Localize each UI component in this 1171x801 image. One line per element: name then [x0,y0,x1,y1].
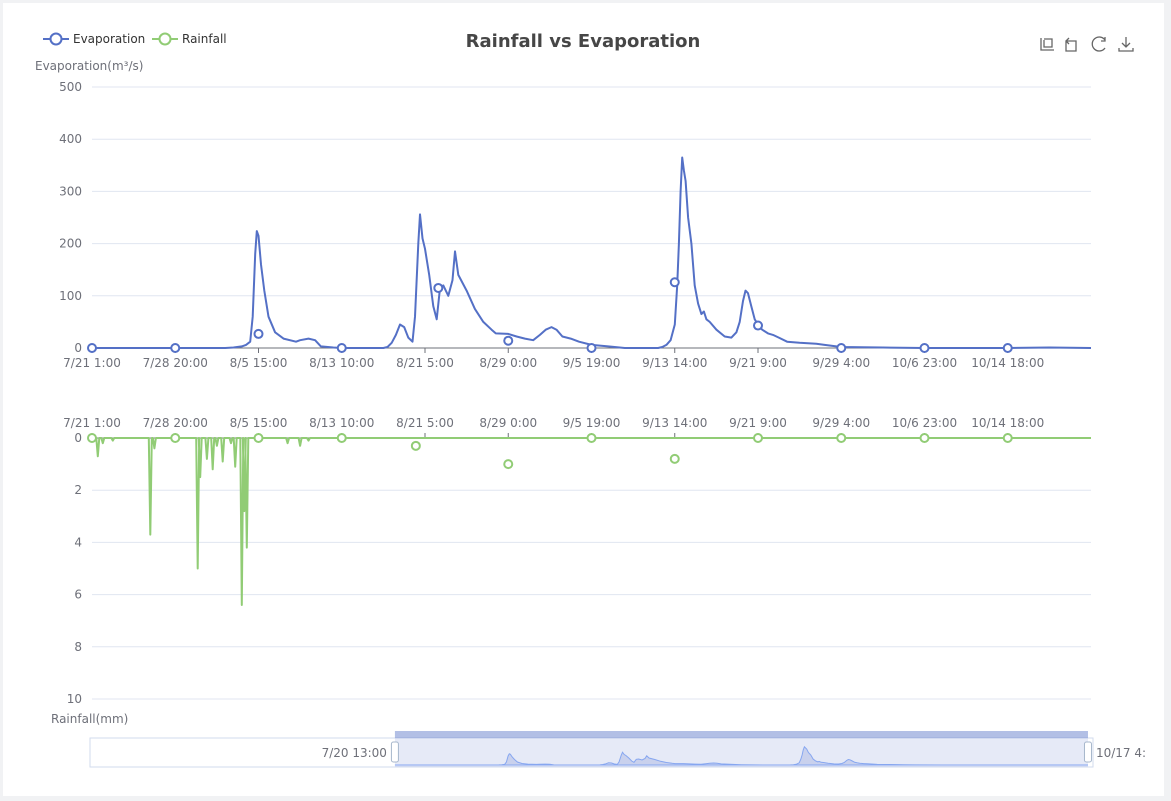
evaporation-y-tick-label: 500 [59,80,82,94]
rainfall-point[interactable] [253,433,264,443]
evaporation-x-tick-label: 9/21 9:00 [729,356,787,370]
rainfall-y-tick-label: 2 [74,483,82,497]
data-zoom-preview [394,745,1088,766]
evaporation-line [92,156,1092,349]
rainfall-y-tick-label: 4 [74,535,82,549]
evaporation-point[interactable] [1002,343,1013,353]
rainfall-x-tick-label: 8/21 5:00 [396,416,454,430]
evaporation-point[interactable] [503,335,514,346]
data-zoom-window[interactable] [394,738,1088,767]
evaporation-y-tick-label: 400 [59,132,82,146]
rainfall-point[interactable] [336,433,347,443]
evaporation-y-tick-label: 300 [59,184,82,198]
rainfall-x-tick-labels: 7/21 1:00 7/28 20:00 8/5 15:00 8/13 10:00 8/… [63,416,1044,438]
data-zoom-track[interactable] [89,737,1094,768]
rainfall-point[interactable] [410,440,421,451]
evaporation-point[interactable] [336,343,347,353]
rainfall-y-tick-label: 10 [67,692,82,706]
rainfall-point[interactable] [170,433,181,443]
evaporation-x-tick-label: 10/14 18:00 [971,356,1044,370]
zoom-icon[interactable] [1038,35,1054,53]
rainfall-x-tick-label: 9/5 19:00 [563,416,621,430]
toolbox [1038,35,1135,53]
zoom-back-icon[interactable] [1063,35,1079,53]
evaporation-series [87,156,1092,353]
rainfall-line [92,437,1091,606]
data-zoom-preview-area [394,745,1088,766]
evaporation-y-tick-label: 100 [59,289,82,303]
rainfall-x-tick-label: 9/29 4:00 [812,416,870,430]
evaporation-y-tick-labels: 0 100 200 300 400 500 [59,80,82,355]
evaporation-x-tick-label: 8/29 0:00 [479,356,537,370]
rainfall-point[interactable] [919,433,930,443]
rainfall-x-tick-label: 8/13 10:00 [309,416,374,430]
evaporation-x-tick-labels: 7/21 1:00 7/28 20:00 8/5 15:00 8/13 10:00 8/… [63,348,1044,370]
evaporation-point[interactable] [253,328,264,339]
legend-entry-evaporation[interactable]: Evaporation [43,32,145,46]
evaporation-point[interactable] [586,343,597,353]
evaporation-point[interactable] [919,343,930,353]
evaporation-point[interactable] [87,343,97,353]
rainfall-y-tick-label: 8 [74,640,82,654]
rainfall-x-tick-label: 8/5 15:00 [230,416,288,430]
evaporation-gridlines [92,86,1091,349]
rainfall-x-tick-label: 9/13 14:00 [642,416,707,430]
data-zoom-end-handle[interactable] [1083,741,1092,763]
save-as-image-icon[interactable] [1117,35,1135,53]
data-zoom-start-handle[interactable] [390,741,399,763]
evaporation-x-tick-label: 10/6 23:00 [892,356,957,370]
evaporation-x-tick-label: 7/28 20:00 [143,356,208,370]
rainfall-x-tick-label: 10/14 18:00 [971,416,1044,430]
evaporation-x-tick-label: 8/5 15:00 [230,356,288,370]
chart-card: Rainfall vs Evaporation Evaporation Rain… [3,3,1164,796]
evaporation-x-tick-label: 8/13 10:00 [309,356,374,370]
evaporation-axis-title: Evaporation(m³/s) [35,59,143,73]
legend-label-rainfall: Rainfall [182,32,227,46]
legend-label-evaporation: Evaporation [73,32,145,46]
rainfall-point[interactable] [669,453,680,464]
rainfall-x-tick-label: 7/21 1:00 [63,416,121,430]
rainfall-axis-title: Rainfall(mm) [51,712,128,726]
chart-title: Rainfall vs Evaporation [466,31,701,52]
evaporation-point[interactable] [836,343,847,353]
data-zoom-slider[interactable]: 7/20 13:00 10/17 4: [89,731,1146,768]
chart-canvas: Rainfall vs Evaporation Evaporation Rain… [35,31,1146,768]
evaporation-x-tick-label: 9/29 4:00 [812,356,870,370]
evaporation-point[interactable] [433,282,444,293]
restore-icon[interactable] [1089,35,1107,53]
rainfall-x-tick-label: 10/6 23:00 [892,416,957,430]
evaporation-point[interactable] [669,277,680,288]
rainfall-point[interactable] [753,433,763,443]
evaporation-y-tick-label: 200 [59,237,82,251]
rainfall-x-tick-label: 9/21 9:00 [729,416,787,430]
rainfall-x-tick-label: 7/28 20:00 [143,416,208,430]
rainfall-y-tick-label: 6 [74,588,82,602]
rainfall-point[interactable] [87,433,97,443]
evaporation-point[interactable] [753,320,763,331]
rainfall-point[interactable] [836,433,847,443]
rainfall-y-tick-label: 0 [74,431,82,445]
rainfall-x-tick-label: 8/29 0:00 [479,416,537,430]
rainfall-point[interactable] [1002,433,1013,443]
legend-entry-rainfall[interactable]: Rainfall [152,32,227,46]
evaporation-x-tick-label: 7/21 1:00 [63,356,121,370]
data-zoom-move-handle[interactable] [394,731,1088,738]
evaporation-x-tick-label: 8/21 5:00 [396,356,454,370]
evaporation-y-tick-label: 0 [74,341,82,355]
rainfall-y-tick-labels: 0 2 4 6 8 10 [67,431,82,706]
evaporation-x-tick-label: 9/13 14:00 [642,356,707,370]
legend-marker-rainfall [158,32,172,46]
evaporation-point[interactable] [170,343,181,353]
evaporation-x-tick-label: 9/5 19:00 [563,356,621,370]
data-zoom-end-label: 10/17 4: [1096,746,1146,760]
legend[interactable]: Evaporation Rainfall [43,32,227,46]
data-zoom-start-label: 7/20 13:00 [322,746,387,760]
rainfall-point[interactable] [586,433,597,443]
rainfall-series [87,433,1091,606]
rainfall-point[interactable] [503,459,514,470]
legend-marker-evaporation [49,32,63,46]
